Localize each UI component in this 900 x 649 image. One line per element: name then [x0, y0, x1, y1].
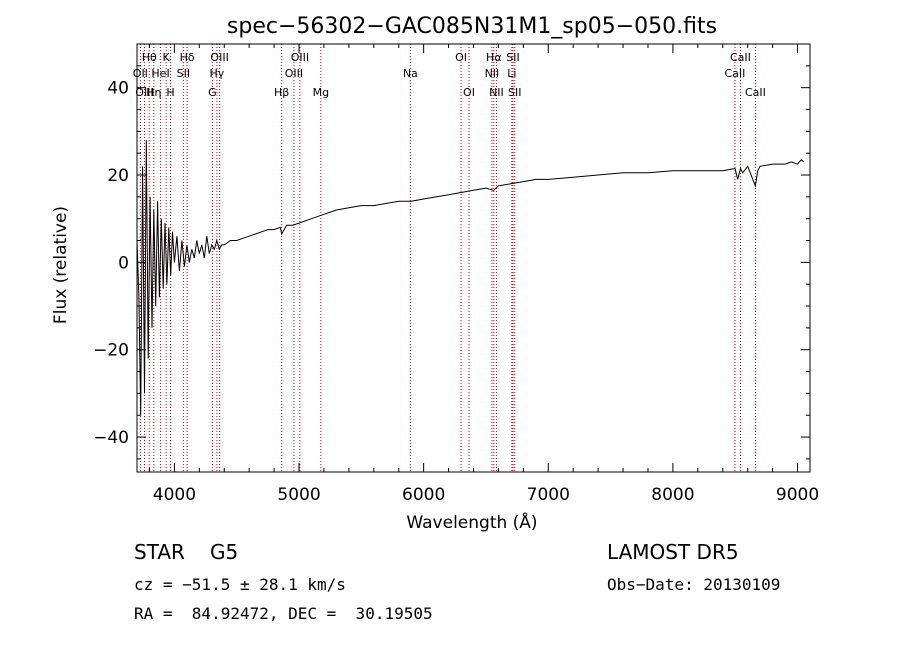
spectral-line-label: K [163, 51, 171, 64]
y-axis: −40 −20 0 20 40 [93, 65, 810, 460]
plot-frame [136, 43, 811, 473]
spectral-line-label: OIII [291, 51, 309, 64]
object-class: STAR [134, 540, 185, 564]
object-subclass: G5 [210, 540, 239, 564]
spectral-line-label: OI [455, 51, 467, 64]
spectral-line-label: NII [485, 67, 500, 80]
spectral-line-label: Hθ [142, 51, 157, 64]
redshift-info: cz = −51.5 ± 28.1 km/s [134, 575, 346, 594]
x-tick-label: 5000 [277, 485, 320, 505]
y-tick-label: 0 [118, 253, 129, 273]
spectral-line-label: SII [508, 86, 521, 99]
spectral-line-label: OIII [135, 86, 153, 99]
y-tick-label: 20 [107, 166, 129, 186]
spectral-line-label: Hη [146, 86, 161, 99]
spectral-line-label: OIII [210, 51, 228, 64]
spectral-line-label: CaII [730, 51, 751, 64]
spectral-line-label: Hδ [180, 51, 195, 64]
spectral-line-label: H [166, 86, 174, 99]
spectral-line-label: OI [463, 86, 475, 99]
spectral-line-label: Hβ [274, 86, 289, 99]
spectral-line-label: CaII [725, 67, 746, 80]
x-tick-label: 7000 [527, 485, 570, 505]
spectral-line-label: G [208, 86, 217, 99]
spectral-line-label: NII [489, 86, 504, 99]
y-tick-label: −40 [93, 428, 129, 448]
spectral-line-label: Hα [486, 51, 502, 64]
y-tick-label: −20 [93, 341, 129, 361]
y-axis-label: Flux (relative) [51, 206, 71, 324]
y-tick-label: 40 [107, 79, 129, 99]
x-tick-label: 9000 [776, 485, 819, 505]
x-tick-label: 4000 [153, 485, 196, 505]
x-axis-label: Wavelength (Å) [406, 511, 537, 533]
spectral-line-label: SII [506, 51, 519, 64]
spectral-line-label: OII [133, 67, 148, 80]
coordinates: RA = 84.92472, DEC = 30.19505 [134, 604, 433, 623]
x-tick-label: 6000 [402, 485, 445, 505]
spectral-line-label: Li [507, 67, 516, 80]
chart-title: spec−56302−GAC085N31M1_sp05−050.fits [227, 14, 717, 39]
spectral-line-label: Na [403, 67, 418, 80]
spectral-line-markers [139, 44, 756, 472]
spectral-line-label: SII [177, 67, 190, 80]
spectrum-line [136, 140, 805, 416]
spectral-line-label: CaII [745, 86, 766, 99]
spectral-line-label: Mg [313, 86, 329, 99]
spectral-line-label: HeI [151, 67, 169, 80]
survey-name: LAMOST DR5 [607, 540, 739, 564]
observation-date: Obs−Date: 20130109 [607, 575, 781, 594]
x-axis: 4000 5000 6000 7000 8000 9000 [148, 44, 819, 505]
x-tick-label: 8000 [651, 485, 694, 505]
spectral-line-label: OIII [285, 67, 303, 80]
spectral-line-label: Hγ [209, 67, 224, 80]
